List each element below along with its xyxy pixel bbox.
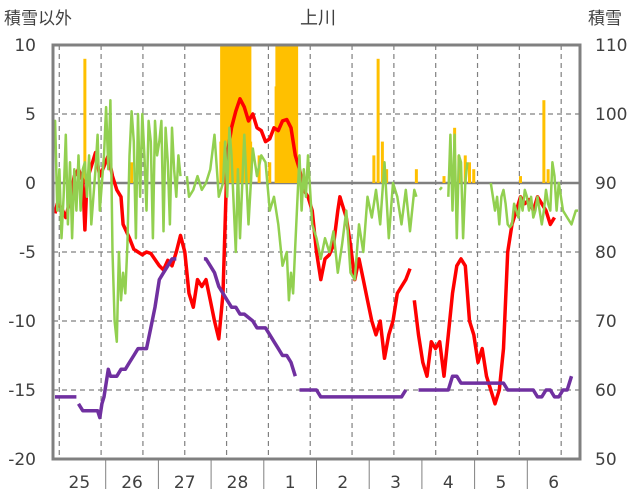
precip-bar xyxy=(542,100,546,183)
x-tick-label: 26 xyxy=(121,473,143,493)
x-tick-label: 1 xyxy=(285,473,296,493)
precip-bar xyxy=(380,141,384,183)
precip-bar xyxy=(376,58,380,183)
precip-bar xyxy=(442,176,446,183)
plot-frame xyxy=(51,43,582,461)
x-tick-label: 3 xyxy=(390,473,401,493)
precip-bar xyxy=(288,45,299,183)
right-tick-label: 80 xyxy=(595,243,617,263)
precip-bar xyxy=(268,162,272,183)
precip-bar xyxy=(546,169,550,183)
precip-bar xyxy=(295,155,299,183)
left-axis-label: 積雪以外 xyxy=(4,9,72,29)
right-tick-label: 110 xyxy=(595,36,627,56)
precip-bar xyxy=(249,141,253,183)
snow_depth-line xyxy=(55,257,574,420)
left-tick-label: -20 xyxy=(8,450,36,470)
x-tick-label: 28 xyxy=(227,473,249,493)
precip-bar xyxy=(385,169,389,183)
left-tick-label: -10 xyxy=(8,312,36,332)
x-tick-label: 27 xyxy=(174,473,196,493)
right-tick-label: 50 xyxy=(595,450,617,470)
left-tick-label: -15 xyxy=(8,381,36,401)
left-tick-label: 10 xyxy=(14,36,36,56)
precip-bar xyxy=(372,155,376,183)
precip-bar xyxy=(463,155,467,183)
left-tick-label: 0 xyxy=(25,174,36,194)
right-tick-label: 90 xyxy=(595,174,617,194)
x-tick-label: 6 xyxy=(548,473,559,493)
precip-bar xyxy=(130,162,134,183)
precip-bar xyxy=(519,176,522,183)
right-tick-label: 60 xyxy=(595,381,617,401)
precip-bar xyxy=(83,58,87,183)
precip-bar xyxy=(414,169,418,183)
chart-title: 上川 xyxy=(300,8,336,29)
wind-line xyxy=(53,98,578,343)
right-tick-label: 70 xyxy=(595,312,617,332)
left-tick-label: -5 xyxy=(19,243,36,263)
right-tick-label: 100 xyxy=(595,105,627,125)
left-tick-label: 5 xyxy=(25,105,36,125)
precip-bar xyxy=(468,162,471,183)
x-tick-label: 4 xyxy=(443,473,454,493)
precip-bar xyxy=(472,169,476,183)
x-tick-label: 25 xyxy=(69,473,91,493)
x-tick-label: 2 xyxy=(337,473,348,493)
series-lines xyxy=(53,97,578,420)
x-tick-label: 5 xyxy=(496,473,507,493)
right-axis-label: 積雪 xyxy=(588,9,622,29)
